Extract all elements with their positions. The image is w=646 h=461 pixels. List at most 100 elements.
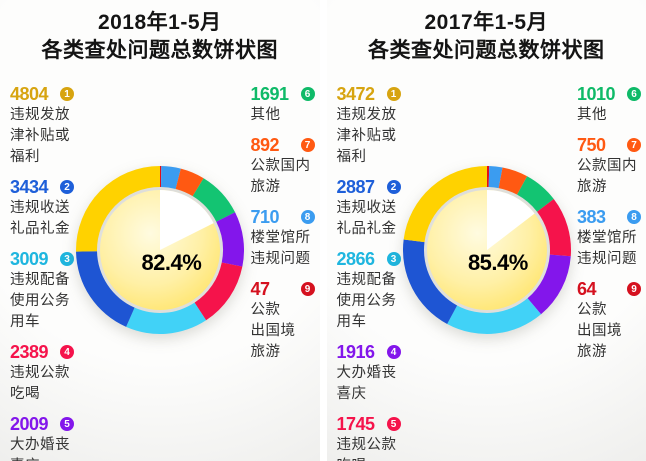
legend-label-line: 旅游 [250, 179, 281, 195]
legend-value: 3009 [10, 248, 49, 269]
legend-index-badge: 4 [386, 345, 401, 359]
legend-label-line: 礼品礼金 [10, 221, 70, 237]
panel-2017: 2017年1-5月各类查处问题总数饼状图 3472 1 违规发放津补贴或福利 2887… [326, 0, 646, 461]
legend-value: 64 [577, 278, 597, 299]
legend-label-line: 吃喝 [337, 456, 423, 461]
legend-item-8: 710 8 楼堂馆所 违规问题 [251, 207, 317, 270]
center-percentage: 85.4% [467, 250, 528, 276]
legend-item-3: 3009 3 违规配备 使用公务 用车 [10, 249, 96, 333]
legend-value: 47 [250, 278, 271, 299]
legend-value: 2866 [336, 248, 376, 269]
ring-segment-6 [192, 178, 236, 222]
legend-item-4: 2389 4 违规公款 吃喝 [10, 342, 96, 405]
ring-segment-8 [488, 166, 503, 189]
legend-index-badge: 9 [627, 282, 641, 296]
legend-head: 892 7 [251, 135, 315, 155]
ring-segment-7 [175, 168, 204, 197]
legend-value: 750 [577, 134, 606, 155]
legend-label-line: 津补贴或 [336, 128, 397, 144]
chart-title-2017: 2017年1-5月各类查处问题总数饼状图 [327, 9, 646, 65]
legend-index-badge: 5 [60, 417, 74, 431]
legend-head: 1691 6 [251, 84, 315, 104]
legend-index-badge: 1 [60, 87, 74, 101]
ring-segment-3 [126, 302, 207, 334]
legend-item-7: 892 7 公款国内 旅游 [251, 135, 317, 198]
legend-value: 1745 [336, 413, 376, 434]
legend-label-line: 吃喝 [10, 386, 40, 402]
ring-segment-1 [403, 166, 487, 243]
ring-segment-4 [527, 254, 571, 315]
legend-item-8: 383 8 楼堂馆所 违规问题 [577, 207, 643, 270]
legend-label-line: 喜庆 [336, 386, 367, 402]
legend-label-line: 公款 [250, 302, 281, 318]
legend-value: 3434 [10, 176, 49, 197]
legend-right-column: 1010 6 其他 750 7 公款国内 旅游 383 8 楼堂馆所 违规问题 64 9 公款 出国境 旅游 [577, 84, 643, 372]
legend-value: 892 [250, 134, 280, 155]
ring-segment-3 [446, 298, 541, 334]
legend-index-badge: 2 [60, 180, 74, 194]
legend-label-line: 使用公务 [10, 293, 70, 309]
title-line-2: 各类查处问题总数饼状图 [368, 39, 605, 62]
legend-label-line: 楼堂馆所 [250, 230, 311, 246]
legend-head: 1916 4 [337, 342, 401, 362]
legend-label-line: 其他 [250, 107, 281, 123]
legend-value: 710 [250, 206, 280, 227]
ring-segment-5 [216, 212, 244, 267]
legend-value: 1691 [250, 83, 290, 104]
title-line-1: 2018年1-5月 [97, 11, 222, 34]
legend-item-9: 64 9 公款 出国境 旅游 [577, 279, 643, 363]
legend-label-line: 违规配备 [10, 272, 70, 288]
legend-label-line: 津补贴或 [10, 128, 70, 144]
legend-label-line: 违规配备 [336, 272, 397, 288]
legend-value: 1916 [336, 341, 376, 362]
donut-svg [402, 166, 571, 334]
legend-index-badge: 2 [386, 180, 401, 194]
legend-label-line: 违规公款 [10, 365, 70, 381]
title-line-1: 2017年1-5月 [424, 11, 549, 34]
legend-label-line: 旅游 [250, 344, 281, 360]
legend-label-line: 违规收送 [336, 200, 397, 216]
legend-item-2: 3434 2 违规收送 礼品礼金 [10, 177, 96, 240]
remainder-wedge [486, 190, 535, 250]
legend-index-badge: 4 [60, 345, 74, 359]
ring-segment-7 [498, 167, 527, 195]
legend-label-line: 福利 [336, 149, 367, 165]
legend-item-2: 2887 2 违规收送 礼品礼金 [337, 177, 423, 240]
legend-label-line: 违规发放 [336, 107, 397, 123]
legend-index-badge: 5 [386, 417, 401, 431]
legend-value: 3472 [336, 83, 376, 104]
legend-head: 2866 3 [337, 249, 401, 269]
center-percentage: 82.4% [141, 250, 202, 276]
legend-label-line: 旅游 [577, 344, 607, 360]
legend-head: 3472 1 [337, 84, 401, 104]
legend-item-6: 1691 6 其他 [251, 84, 317, 126]
legend-index-badge: 8 [300, 210, 315, 224]
ring-segment-1 [76, 166, 160, 252]
legend-right-column: 1691 6 其他 892 7 公款国内 旅游 710 8 楼堂馆所 违规问题 47 9 公款 出国境 旅游 [251, 84, 317, 372]
legend-value: 383 [577, 206, 606, 227]
legend-index-badge: 3 [60, 252, 74, 266]
legend-item-6: 1010 6 其他 [577, 84, 643, 126]
remainder-wedge [160, 190, 214, 250]
legend-head: 750 7 [577, 135, 641, 155]
legend-head: 2009 5 [10, 414, 74, 434]
legend-label-line: 其他 [577, 107, 607, 123]
ring-segment-6 [516, 176, 554, 212]
ring-segment-2 [402, 239, 457, 324]
legend-value: 2887 [336, 176, 376, 197]
legend-item-1: 4804 1 违规发放 津补贴或 福利 [10, 84, 96, 168]
ring-segment-9 [486, 166, 489, 188]
legend-head: 3009 3 [10, 249, 74, 269]
legend-left-column: 4804 1 违规发放 津补贴或 福利 3434 2 违规收送 礼品礼金 3009 3 违规配备 使用公… [10, 84, 96, 461]
donut-chart-2018: 82.4% [65, 155, 255, 345]
legend-head: 2887 2 [337, 177, 401, 197]
legend-value: 1010 [577, 83, 616, 104]
legend-label-line: 使用公务 [336, 293, 397, 309]
legend-head: 47 9 [251, 279, 315, 299]
legend-head: 3434 2 [10, 177, 74, 197]
legend-head: 1745 5 [337, 414, 401, 434]
legend-item-3: 2866 3 违规配备使用公务用车 [337, 249, 423, 333]
legend-label-line: 用车 [336, 314, 367, 330]
legend-index-badge: 9 [300, 282, 315, 296]
